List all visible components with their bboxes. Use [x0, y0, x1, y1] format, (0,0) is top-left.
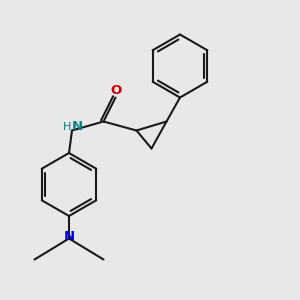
Text: H: H — [62, 122, 71, 132]
Text: N: N — [72, 120, 83, 134]
Text: O: O — [110, 84, 122, 98]
Text: N: N — [63, 230, 75, 244]
